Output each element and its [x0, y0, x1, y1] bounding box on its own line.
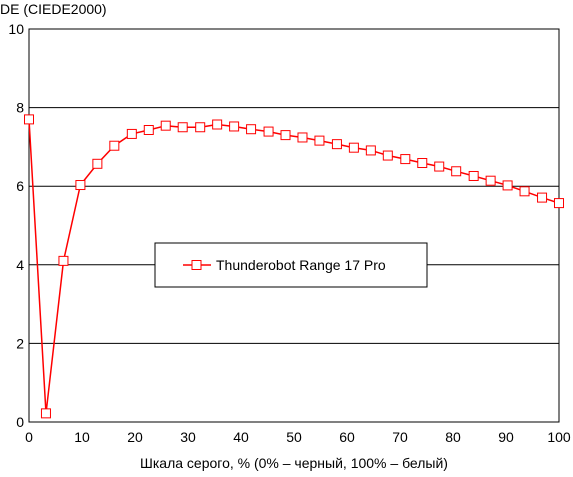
data-point-marker — [24, 114, 34, 125]
data-point-marker — [314, 135, 325, 146]
data-point-marker — [331, 139, 342, 150]
data-point-marker — [229, 121, 240, 132]
data-point-marker — [451, 166, 462, 177]
data-point-marker — [40, 408, 51, 419]
y-tick-label: 6 — [16, 178, 24, 194]
data-point-marker — [212, 119, 223, 130]
x-tick-label: 100 — [547, 429, 571, 445]
data-point-marker — [58, 255, 69, 266]
data-point-marker — [554, 198, 564, 209]
data-point-marker — [434, 161, 445, 172]
data-point-marker — [126, 128, 137, 139]
data-point-marker — [92, 158, 103, 169]
y-tick-label: 4 — [16, 257, 24, 273]
data-point-marker — [263, 126, 274, 137]
legend-label: Thunderobot Range 17 Pro — [216, 257, 386, 273]
data-point-marker — [502, 180, 513, 191]
series-layer — [24, 114, 564, 419]
x-axis-title: Шкала серого, % (0% – черный, 100% – бел… — [140, 455, 448, 471]
y-tick-label: 0 — [16, 414, 24, 430]
data-point-marker — [468, 170, 479, 181]
data-point-marker — [297, 132, 308, 143]
x-tick-label: 40 — [233, 429, 249, 445]
data-point-marker — [75, 180, 86, 191]
y-tick-label: 2 — [16, 335, 24, 351]
data-point-marker — [160, 120, 171, 131]
x-tick-label: 80 — [445, 429, 461, 445]
grid-lines — [29, 107, 559, 344]
x-tick-label: 60 — [339, 429, 355, 445]
legend-marker-swatch — [191, 260, 202, 270]
legend: Thunderobot Range 17 Pro — [154, 242, 428, 288]
x-tick-label: 50 — [286, 429, 302, 445]
data-point-marker — [280, 130, 291, 141]
y-tick-label: 8 — [16, 100, 24, 116]
data-point-marker — [519, 186, 530, 197]
data-point-marker — [537, 192, 548, 203]
x-tick-label: 0 — [25, 429, 33, 445]
x-tick-label: 30 — [180, 429, 196, 445]
data-point-marker — [143, 125, 154, 136]
x-tick-label: 20 — [127, 429, 143, 445]
plot-area-border — [28, 28, 560, 423]
data-point-marker — [348, 142, 359, 153]
data-point-marker — [485, 175, 496, 186]
data-point-marker — [177, 122, 188, 133]
data-point-marker — [195, 122, 206, 133]
data-point-marker — [417, 158, 428, 169]
x-tick-label: 70 — [392, 429, 408, 445]
x-tick-label: 90 — [498, 429, 514, 445]
data-point-marker — [246, 124, 257, 135]
x-tick-label: 10 — [74, 429, 90, 445]
data-point-marker — [365, 145, 376, 156]
y-axis-title: DE (CIEDE2000) — [0, 1, 107, 17]
data-point-marker — [400, 154, 411, 165]
y-tick-label: 10 — [8, 21, 24, 37]
data-point-marker — [382, 150, 393, 161]
data-point-marker — [109, 140, 120, 151]
